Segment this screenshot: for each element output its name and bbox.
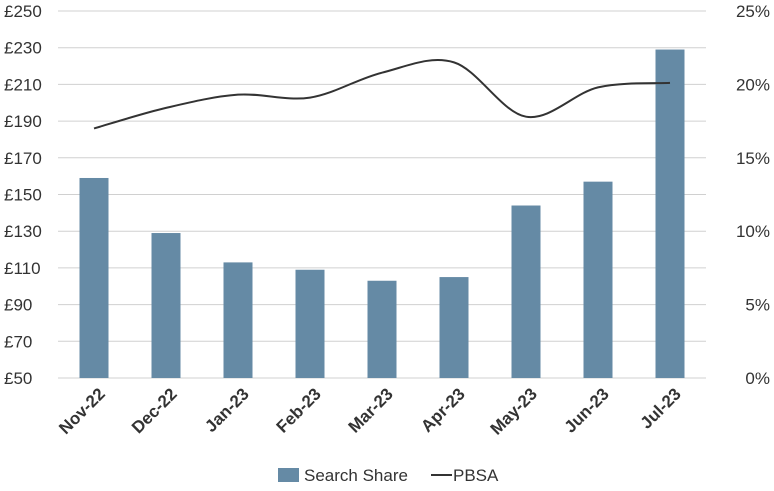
- x-axis-tick-label: May-23: [487, 384, 541, 438]
- left-axis-tick-label: £170: [4, 149, 42, 168]
- left-axis-tick-label: £70: [4, 332, 32, 351]
- left-axis-tick-label: £110: [4, 259, 41, 278]
- series-line: [93, 59, 671, 130]
- x-axis-tick-label: Jul-23: [637, 384, 685, 432]
- right-axis-tick-label: 5%: [745, 296, 770, 315]
- right-axis-tick-label: 0%: [745, 369, 770, 388]
- x-axis-tick-label: Apr-23: [417, 384, 469, 436]
- right-axis-tick-label: 15%: [736, 149, 770, 168]
- right-y-axis: 0% 5% 10% 15% 20% 25%: [736, 2, 770, 388]
- legend-label-pbsa: PBSA: [453, 466, 499, 485]
- bar: [511, 205, 541, 378]
- bar-series: [79, 49, 685, 378]
- left-axis-tick-label: £90: [4, 296, 32, 315]
- legend-label-search-share: Search Share: [304, 466, 408, 485]
- x-axis: Nov-22 Dec-22 Jan-23 Feb-23 Mar-23 Apr-23 May-…: [55, 384, 685, 438]
- x-axis-tick-label: Jan-23: [201, 384, 253, 436]
- x-axis-tick-label: Feb-23: [273, 384, 325, 436]
- legend: Search Share PBSA: [278, 466, 499, 485]
- right-axis-tick-label: 20%: [736, 75, 770, 94]
- x-axis-tick-label: Jun-23: [561, 384, 613, 436]
- left-y-axis: £50 £70 £90 £110 £130 £150 £170 £190 £210 £230 £25…: [4, 2, 42, 388]
- left-axis-tick-label: £50: [4, 369, 32, 388]
- left-axis-tick-label: £190: [4, 112, 42, 131]
- x-axis-tick-label: Mar-23: [345, 384, 397, 436]
- left-axis-tick-label: £230: [4, 39, 42, 58]
- left-axis-tick-label: £130: [4, 222, 42, 241]
- bar: [151, 233, 181, 378]
- bar: [439, 277, 469, 378]
- x-axis-tick-label: Dec-22: [128, 384, 181, 437]
- bar: [583, 181, 613, 378]
- right-axis-tick-label: 10%: [736, 222, 770, 241]
- left-axis-tick-label: £210: [4, 75, 42, 94]
- left-axis-tick-label: £150: [4, 186, 42, 205]
- bar: [655, 49, 685, 378]
- right-axis-tick-label: 25%: [736, 2, 770, 21]
- bar: [295, 269, 325, 378]
- bar: [223, 262, 253, 378]
- x-axis-tick-label: Nov-22: [55, 384, 109, 438]
- bar: [367, 280, 397, 378]
- legend-swatch-search-share: [278, 468, 299, 482]
- left-axis-tick-label: £250: [4, 2, 42, 21]
- bar: [79, 177, 109, 378]
- line-series: [93, 59, 671, 130]
